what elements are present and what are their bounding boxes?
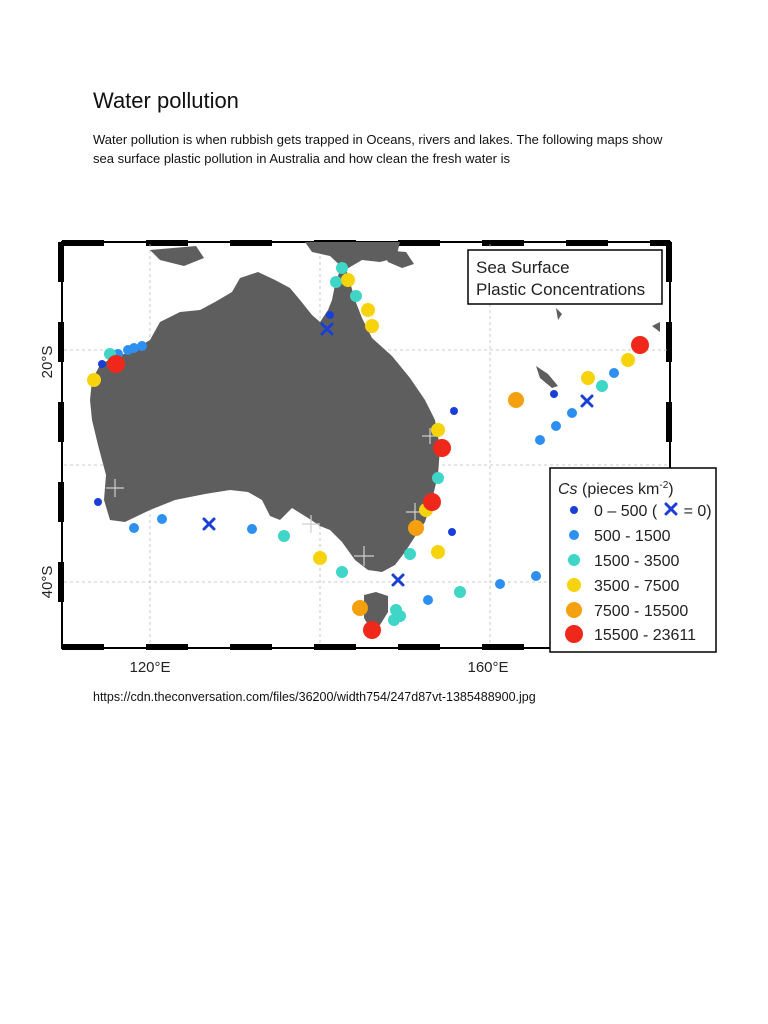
island-ne [652,322,660,332]
legend-zero-x-icon [664,502,678,516]
australia-mainland [90,265,440,572]
zero-markers [202,322,594,587]
land-masses [90,242,660,628]
lon-label-120e: 120°E [129,659,170,676]
legend-title: Cs (pieces km-2) [558,480,674,498]
legend-item-5: 7500 - 15500 [594,603,688,620]
map-legend: Cs (pieces km-2) 0 – 500 ( = 0) 500 - 15… [549,467,717,653]
plastic-concentration-map: 20°S 40°S 120°E 160°E Sea Surface Plasti… [0,230,768,680]
new-guinea-east [382,250,414,268]
island-east-small [556,308,562,320]
map-title-box: Sea Surface Plastic Concentrations [467,249,663,305]
new-caledonia [536,366,558,388]
sample-points [87,262,649,639]
lat-label-40s: 40°S [39,566,56,599]
legend-title-sup: -2 [659,480,668,491]
legend-item-4: 3500 - 7500 [594,578,680,595]
source-url: https://cdn.theconversation.com/files/36… [93,690,536,704]
legend-title-var: Cs [558,481,578,498]
intro-paragraph: Water pollution is when rubbish gets tra… [93,132,663,166]
lat-label-20s: 20°S [39,346,56,379]
legend-item-3: 1500 - 3500 [594,553,680,570]
map-title-line2: Plastic Concentrations [476,280,645,299]
new-guinea [305,242,400,270]
station-crosses [106,428,438,566]
island-south-east [150,246,204,266]
page-title: Water pollution [93,88,239,113]
legend-title-close: ) [668,481,673,498]
legend-title-rest: (pieces km [578,481,660,498]
lon-label-160e: 160°E [467,659,508,676]
legend-item-2: 500 - 1500 [594,528,671,545]
tasmania [364,592,388,628]
map-title-line1: Sea Surface [476,258,570,277]
legend-item-zero-prefix: 0 – 500 ( = 0) [594,503,712,520]
legend-item-6: 15500 - 23611 [594,627,696,644]
